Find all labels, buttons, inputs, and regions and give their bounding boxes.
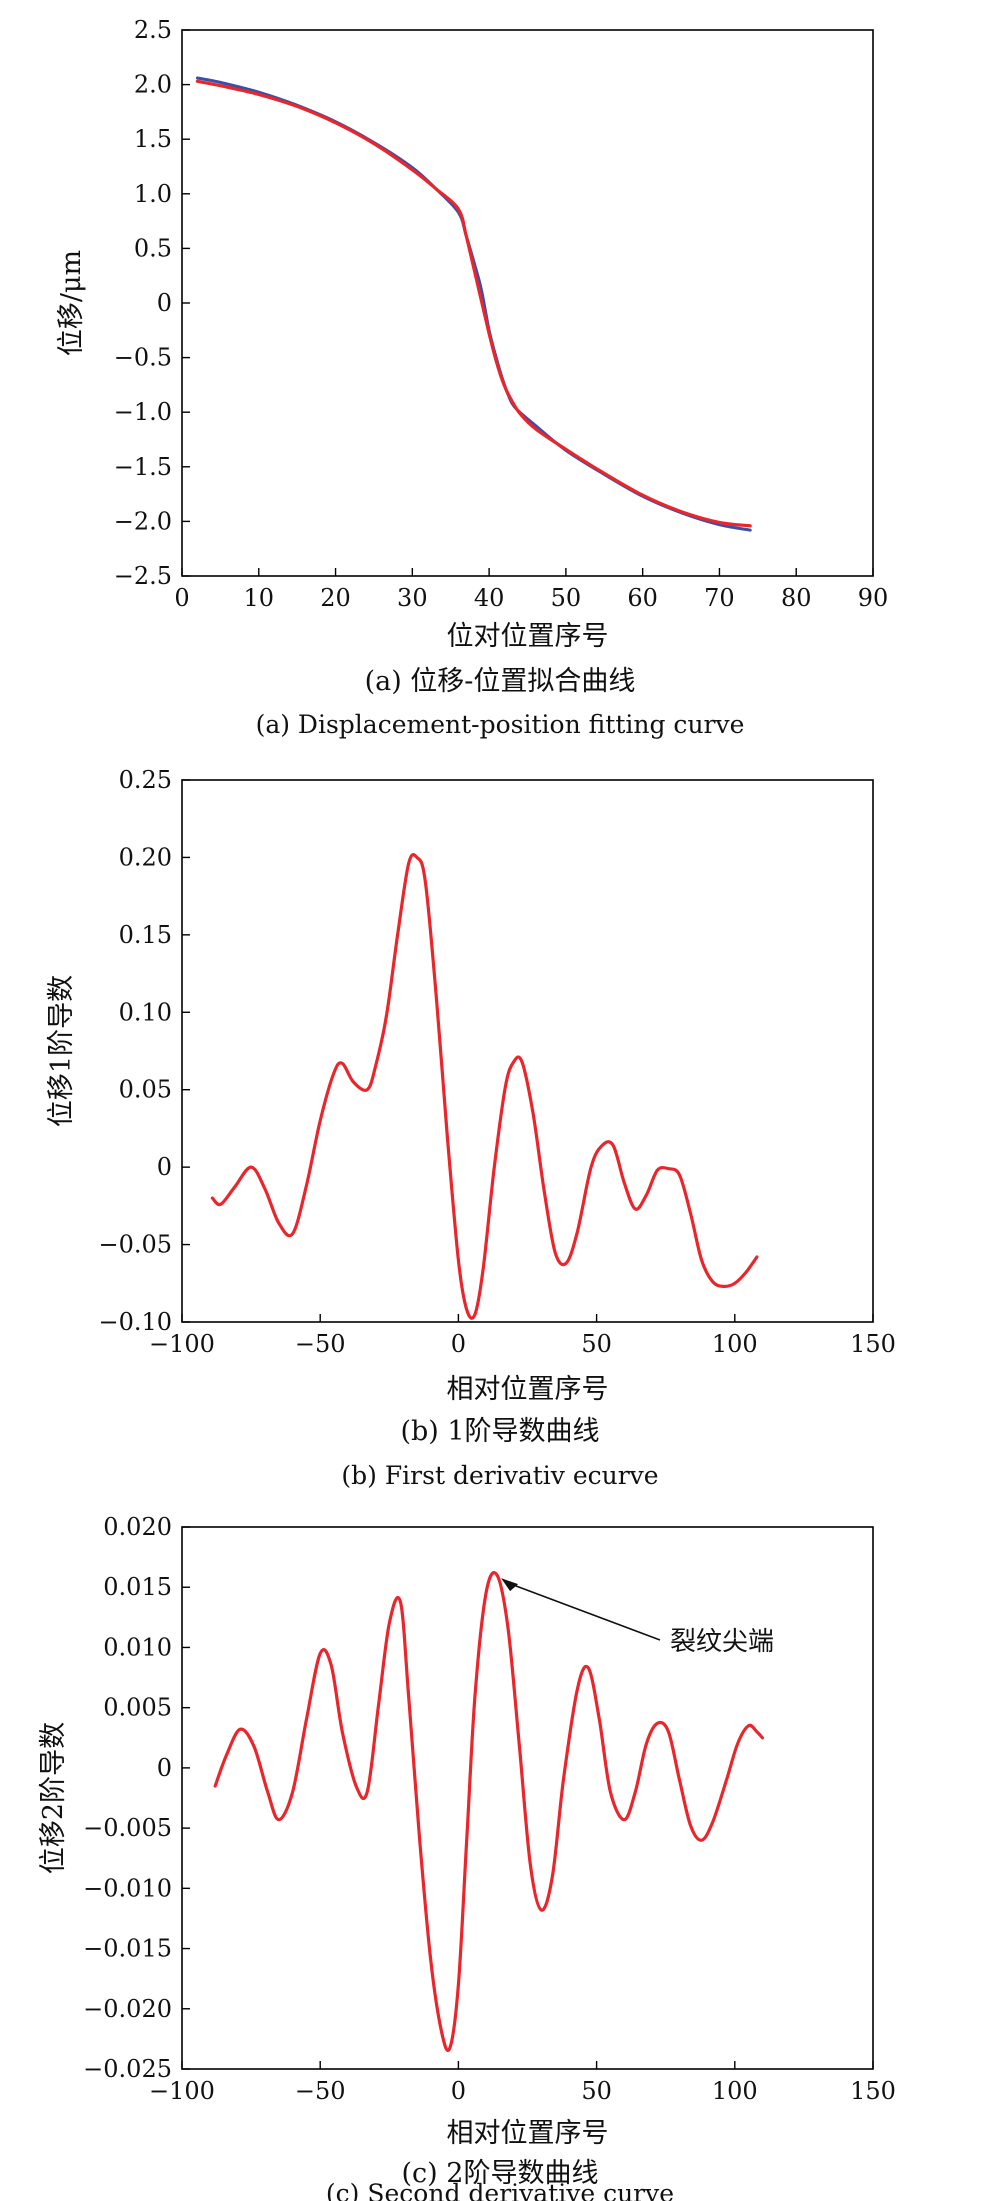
y-tick-label: 0 [157, 289, 172, 317]
y-tick-label: 2.5 [134, 16, 172, 44]
y-tick-label: −0.05 [98, 1231, 172, 1259]
caption-cn: (a) 位移-位置拟合曲线 [365, 666, 636, 697]
panel-a-displacement-fit: 0 10 20 30 40 50 60 70 80 90 2.5 2.0 1.5 1.0 0.5 0 −0.5 −… [56, 16, 888, 739]
x-tick-label: −100 [149, 1330, 215, 1358]
y-tick-label: 0 [157, 1153, 172, 1181]
x-tick-label: 0 [174, 584, 189, 612]
series-line-1 [213, 1571, 764, 2053]
y-tick-label: 0.20 [119, 843, 172, 871]
y-tick-label: 0.25 [119, 766, 172, 794]
y-tick-label: 0 [157, 1754, 172, 1782]
x-tick-label: 0 [451, 2077, 466, 2105]
y-tick-label: 0.020 [103, 1513, 172, 1541]
x-tick-label: 40 [474, 584, 505, 612]
x-axis-title: 相对位置序号 [447, 1374, 609, 1405]
x-tick-label: 30 [397, 584, 428, 612]
y-tick-label: −1.5 [114, 453, 172, 481]
caption-en: (a) Displacement-position fitting curve [256, 710, 745, 739]
x-tick-label: 90 [858, 584, 889, 612]
y-tick-label: 2.0 [134, 71, 172, 99]
x-tick-label: 50 [551, 584, 582, 612]
x-tick-label: 70 [704, 584, 735, 612]
annotation-arrow-head [501, 1578, 519, 1592]
x-tick-label: 150 [850, 1330, 896, 1358]
x-tick-label: 80 [781, 584, 812, 612]
y-tick-label: −0.5 [114, 344, 172, 372]
x-tick-label: 60 [627, 584, 658, 612]
y-tick-label: 0.15 [119, 921, 172, 949]
series-line-1 [195, 76, 752, 532]
x-axis-title: 相对位置序号 [447, 2118, 609, 2149]
y-tick-label: −2.5 [114, 562, 172, 590]
y-tick-label: −2.0 [114, 507, 172, 535]
x-tick-label: 10 [244, 584, 275, 612]
y-tick-label: −0.010 [83, 1874, 172, 1902]
annotation-arrow-line [510, 1583, 661, 1641]
y-tick-label: 0.015 [103, 1573, 172, 1601]
panel-b-first-derivative: −100 −50 0 50 100 150 0.25 0.20 0.15 0.10 0.05 0 −0.… [46, 766, 896, 1490]
x-tick-label: −100 [149, 2077, 215, 2105]
caption-cn: (c) 2阶导数曲线 [402, 2158, 599, 2189]
x-tick-label: 20 [320, 584, 351, 612]
x-tick-label: −50 [295, 2077, 346, 2105]
panel-c-second-derivative: −100 −50 0 50 100 150 0.020 0.015 0.010 0.005 0 −0.… [38, 1513, 896, 2201]
y-tick-label: 1.0 [134, 180, 172, 208]
caption-en: (b) First derivativ ecurve [341, 1461, 658, 1490]
plot-frame [181, 1526, 874, 2070]
y-tick-label: 0.005 [103, 1694, 172, 1722]
y-tick-label: 0.10 [119, 998, 172, 1026]
plot-frame [181, 29, 874, 577]
y-tick-label: 0.5 [134, 234, 172, 262]
annotation-label: 裂纹尖端 [670, 1627, 774, 1657]
series-line-1 [210, 853, 759, 1320]
plot-frame [181, 779, 874, 1323]
x-tick-label: 100 [712, 2077, 758, 2105]
y-axis-title: 位移2阶导数 [38, 1722, 69, 1874]
y-tick-label: −0.020 [83, 1995, 172, 2023]
series-line-2 [195, 79, 752, 528]
y-tick-label: 1.5 [134, 125, 172, 153]
x-tick-label: 150 [850, 2077, 896, 2105]
x-tick-label: 50 [581, 1330, 612, 1358]
y-axis-title: 位移/μm [56, 250, 87, 356]
caption-cn: (b) 1阶导数曲线 [400, 1416, 599, 1447]
y-tick-label: −0.10 [98, 1308, 172, 1336]
x-tick-label: −50 [295, 1330, 346, 1358]
x-tick-label: 50 [581, 2077, 612, 2105]
y-tick-label: −1.0 [114, 398, 172, 426]
y-tick-label: 0.05 [119, 1076, 172, 1104]
y-axis-title: 位移1阶导数 [46, 975, 77, 1127]
y-tick-label: 0.010 [103, 1633, 172, 1661]
x-tick-label: 100 [712, 1330, 758, 1358]
y-tick-label: −0.015 [83, 1935, 172, 1963]
x-axis-title: 位对位置序号 [447, 621, 609, 652]
x-tick-label: 0 [451, 1330, 466, 1358]
caption-en: (c) Second derivative curve [326, 2179, 674, 2201]
y-tick-label: −0.005 [83, 1814, 172, 1842]
y-tick-label: −0.025 [83, 2055, 172, 2083]
